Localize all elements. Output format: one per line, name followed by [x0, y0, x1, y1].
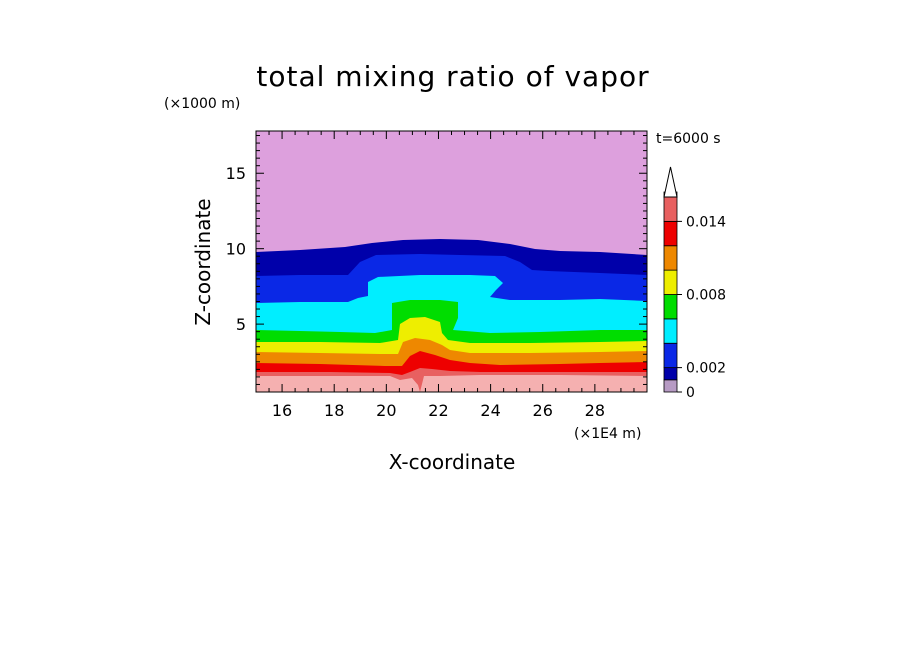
colorbar-segment — [663, 220, 678, 247]
chart-title: total mixing ratio of vapor — [256, 60, 649, 93]
x-unit-label: (×1E4 m) — [574, 426, 641, 442]
x-tick-label: 16 — [272, 401, 292, 420]
contour-fills — [256, 131, 647, 392]
time-label: t=6000 s — [656, 131, 721, 147]
contour-region-0.016 — [256, 375, 647, 392]
x-axis-title: X-coordinate — [389, 450, 516, 474]
x-axis-ticks: 16 18 20 22 24 26 28 — [255, 131, 648, 420]
colorbar-segment — [663, 342, 678, 369]
colorbar-tick-label: 0.002 — [686, 361, 726, 377]
colorbar: 0 0.002 0.008 0.014 — [663, 166, 726, 401]
colorbar-segment — [663, 294, 678, 320]
colorbar-segment — [663, 318, 678, 344]
y-axis-title: Z-coordinate — [191, 198, 215, 325]
colorbar-extend-arrow — [663, 166, 678, 198]
x-tick-label: 18 — [324, 401, 344, 420]
x-tick-label: 26 — [533, 401, 553, 420]
y-tick-label: 10 — [226, 240, 246, 259]
colorbar-tick-label: 0.014 — [686, 214, 726, 230]
x-tick-label: 22 — [428, 401, 448, 420]
y-axis-ticks: 5 10 15 — [226, 135, 647, 385]
colorbar-segment — [663, 379, 678, 393]
x-tick-label: 24 — [480, 401, 500, 420]
colorbar-segment — [663, 269, 678, 295]
colorbar-tick-label: 0 — [686, 385, 695, 401]
x-tick-label: 28 — [585, 401, 605, 420]
colorbar-segment — [663, 196, 678, 222]
colorbar-segment — [663, 367, 678, 381]
colorbar-tick-label: 0.008 — [686, 288, 726, 304]
y-unit-label: (×1000 m) — [164, 96, 240, 112]
y-tick-label: 5 — [236, 315, 246, 334]
colorbar-segment — [663, 245, 678, 271]
x-tick-label: 20 — [376, 401, 396, 420]
y-tick-label: 15 — [226, 164, 246, 183]
